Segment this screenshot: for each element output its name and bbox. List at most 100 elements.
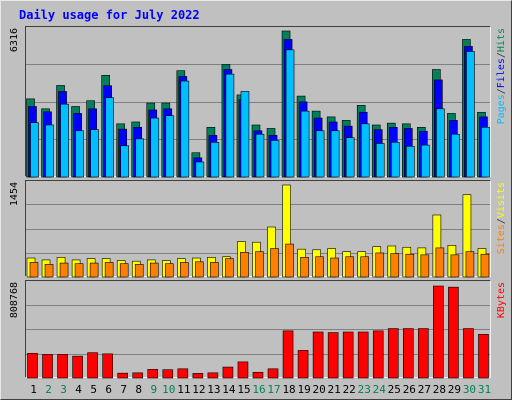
sites-bar bbox=[240, 252, 249, 278]
pages-bar bbox=[60, 103, 69, 178]
panel-legend: KBytes bbox=[496, 282, 507, 318]
pages-bar bbox=[165, 115, 175, 178]
day-label: 20 bbox=[313, 383, 326, 396]
day-label: 1 bbox=[30, 383, 37, 396]
kbytes-bar bbox=[478, 334, 489, 379]
kbytes-bar bbox=[418, 328, 429, 379]
sites-bar bbox=[74, 263, 84, 278]
day-label: 19 bbox=[297, 383, 310, 396]
sites-bar bbox=[180, 262, 189, 278]
kbytes-bar bbox=[117, 372, 128, 379]
pages-bar bbox=[451, 133, 460, 178]
sites-bar bbox=[210, 262, 219, 278]
y-axis-max-label: 1454 bbox=[9, 182, 20, 206]
kbytes-bar bbox=[42, 354, 53, 379]
chart-title: Daily usage for July 2022 bbox=[19, 8, 200, 22]
sites-bar bbox=[315, 256, 324, 278]
sites-bar bbox=[134, 264, 144, 278]
day-label: 14 bbox=[222, 383, 236, 396]
legend-entry: KBytes bbox=[496, 282, 507, 318]
pages-bar bbox=[240, 91, 250, 178]
kbytes-bar bbox=[252, 371, 264, 379]
day-label: 2 bbox=[45, 383, 52, 396]
day-label: 18 bbox=[282, 383, 295, 396]
legend-entry: Hits bbox=[496, 28, 507, 52]
kbytes-bar bbox=[27, 352, 38, 379]
sites-bar bbox=[360, 256, 370, 278]
pages-bar bbox=[436, 108, 445, 178]
day-label: 22 bbox=[343, 383, 356, 396]
day-label: 27 bbox=[418, 383, 431, 396]
sites-bar bbox=[285, 243, 294, 278]
day-label: 10 bbox=[162, 383, 175, 396]
pages-bar bbox=[466, 51, 475, 178]
pages-bar bbox=[270, 140, 280, 178]
kbytes-bar bbox=[162, 369, 174, 379]
kbytes-bar bbox=[403, 328, 414, 379]
legend-entry: Sites bbox=[496, 224, 507, 254]
day-label: 12 bbox=[192, 383, 205, 396]
pages-bar bbox=[421, 144, 430, 178]
kbytes-panel: 808768 KBytes bbox=[9, 280, 507, 379]
sites-bar bbox=[345, 256, 354, 278]
sites-bar bbox=[255, 251, 264, 278]
pages-bar bbox=[225, 73, 235, 178]
pages-bar bbox=[390, 142, 400, 178]
day-label: 25 bbox=[388, 383, 401, 396]
pages-bar bbox=[300, 110, 310, 178]
sites-bar bbox=[270, 248, 279, 278]
sites-bar bbox=[420, 254, 430, 278]
kbytes-bar bbox=[102, 353, 113, 379]
day-label: 5 bbox=[90, 383, 97, 396]
sites-bar bbox=[104, 262, 114, 278]
day-label: 26 bbox=[403, 383, 416, 396]
sites-bar bbox=[59, 262, 69, 278]
legend-entry: Visits bbox=[496, 182, 507, 218]
kbytes-bar bbox=[312, 331, 324, 379]
sites-bar bbox=[195, 261, 204, 278]
day-label: 31 bbox=[478, 383, 491, 396]
pages-bar bbox=[30, 122, 39, 178]
sites-bar bbox=[390, 253, 400, 278]
kbytes-bar bbox=[297, 350, 309, 379]
sites-bar bbox=[435, 247, 445, 278]
kbytes-bar bbox=[448, 286, 459, 379]
kbytes-bar bbox=[222, 366, 234, 379]
kbytes-bar bbox=[192, 373, 204, 379]
sites-bar bbox=[375, 252, 385, 278]
sites-bar bbox=[450, 254, 460, 278]
day-label: 6 bbox=[105, 383, 112, 396]
kbytes-bar bbox=[372, 330, 384, 379]
day-label: 15 bbox=[237, 383, 250, 396]
legend-entry: / bbox=[496, 88, 507, 94]
day-label: 28 bbox=[433, 383, 446, 396]
panel-inner-shadow bbox=[25, 180, 491, 277]
day-axis-labels: 1 2 3 4 5 6 7 8 9 10 11 12 13 14 15 16 17 18 19 20 21 22 23 24 2… bbox=[30, 383, 491, 396]
pages-bar bbox=[75, 130, 84, 178]
kbytes-bar bbox=[387, 328, 399, 379]
day-label: 9 bbox=[150, 383, 157, 396]
kbytes-bar bbox=[57, 354, 68, 379]
pages-bar bbox=[330, 130, 340, 178]
kbytes-bar bbox=[72, 355, 83, 379]
sites-bar bbox=[44, 264, 54, 278]
day-label: 16 bbox=[252, 383, 265, 396]
day-label: 13 bbox=[207, 383, 220, 396]
legend-entry: Pages bbox=[496, 94, 507, 124]
pages-bar bbox=[375, 143, 385, 178]
panel-inner-shadow bbox=[25, 26, 491, 177]
legend-entry: Files bbox=[496, 58, 507, 88]
day-label: 17 bbox=[267, 383, 280, 396]
day-label: 21 bbox=[328, 383, 341, 396]
kbytes-bar bbox=[357, 331, 369, 379]
pages-bar bbox=[120, 145, 129, 178]
kbytes-bar bbox=[87, 352, 98, 379]
kbytes-bar bbox=[207, 372, 219, 379]
pages-bar bbox=[210, 142, 220, 178]
day-label: 30 bbox=[463, 383, 476, 396]
kbytes-bar bbox=[327, 332, 339, 379]
day-label: 8 bbox=[135, 383, 142, 396]
pages-bar bbox=[135, 138, 145, 178]
